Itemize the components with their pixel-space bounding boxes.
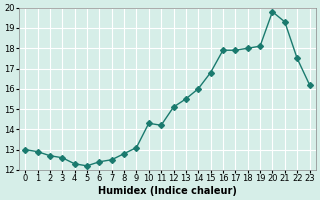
X-axis label: Humidex (Indice chaleur): Humidex (Indice chaleur): [98, 186, 237, 196]
